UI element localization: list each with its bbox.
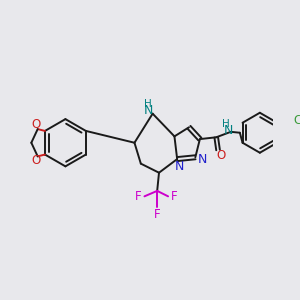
Text: N: N <box>174 160 184 173</box>
Text: H: H <box>144 99 152 109</box>
Text: N: N <box>224 124 233 137</box>
Text: F: F <box>154 208 160 221</box>
Text: N: N <box>198 153 207 166</box>
Text: Cl: Cl <box>293 114 300 128</box>
Text: O: O <box>216 149 225 162</box>
Text: H: H <box>222 119 230 129</box>
Text: F: F <box>135 190 141 203</box>
Text: O: O <box>31 154 40 167</box>
Text: N: N <box>143 104 153 117</box>
Text: O: O <box>31 118 40 131</box>
Text: F: F <box>171 190 178 203</box>
